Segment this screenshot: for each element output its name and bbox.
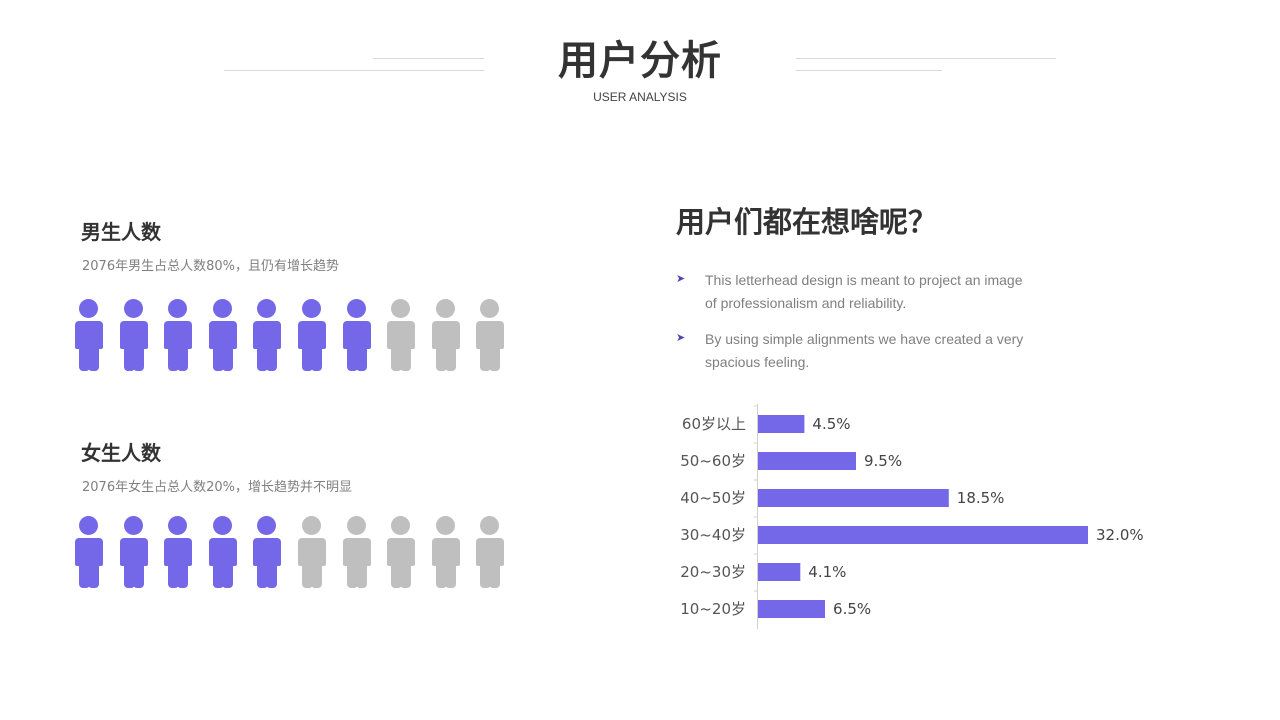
right-heading: 用户们都在想啥呢？ — [676, 205, 938, 239]
person-icon — [297, 516, 327, 590]
header-line-right-long — [796, 58, 1056, 59]
category-label: 10~20岁 — [680, 600, 746, 618]
female-people-icons — [74, 516, 514, 590]
person-icon — [119, 516, 149, 590]
bullet-line: spacious feeling. — [705, 354, 810, 370]
male-people-icons — [74, 299, 514, 373]
value-label: 6.5% — [833, 600, 871, 618]
person-icon — [252, 516, 282, 590]
value-label: 9.5% — [864, 452, 902, 470]
value-label: 18.5% — [957, 489, 1005, 507]
person-icon — [475, 299, 505, 373]
person-icon — [252, 299, 282, 373]
bar — [758, 600, 825, 618]
value-label: 4.5% — [812, 415, 850, 433]
bar — [758, 489, 949, 507]
person-icon — [342, 299, 372, 373]
arrowhead-icon: ➤ — [676, 272, 686, 285]
person-icon — [386, 516, 416, 590]
person-icon — [386, 299, 416, 373]
page-title: 用户分析 — [558, 38, 722, 84]
value-label: 4.1% — [808, 563, 846, 581]
bar — [758, 563, 801, 581]
person-icon — [74, 516, 104, 590]
header-line-right-short — [796, 70, 942, 71]
person-icon — [475, 516, 505, 590]
bullet-line: of professionalism and reliability. — [705, 295, 907, 311]
category-label: 50~60岁 — [680, 452, 746, 470]
bar — [758, 526, 1088, 544]
person-icon — [208, 516, 238, 590]
bar — [758, 415, 805, 433]
male-heading: 男生人数 — [81, 220, 161, 244]
person-icon — [208, 299, 238, 373]
female-heading: 女生人数 — [81, 441, 161, 465]
person-icon — [431, 516, 461, 590]
bar — [758, 452, 856, 470]
person-icon — [431, 299, 461, 373]
bullet-text: By using simple alignments we have creat… — [705, 328, 1065, 374]
person-icon — [119, 299, 149, 373]
age-bar-chart: 60岁以上 4.5% 50~60岁 9.5% 40~50岁 18.5% 30~40岁 32.0… — [680, 404, 1144, 629]
header-line-left-short — [373, 58, 484, 59]
person-icon — [297, 299, 327, 373]
person-icon — [74, 299, 104, 373]
bullet-line: This letterhead design is meant to proje… — [705, 272, 1023, 288]
bullet-line: By using simple alignments we have creat… — [705, 331, 1024, 347]
category-label: 30~40岁 — [680, 526, 746, 544]
arrowhead-icon: ➤ — [676, 331, 686, 344]
person-icon — [163, 516, 193, 590]
category-label: 60岁以上 — [682, 415, 746, 433]
page-subtitle: USER ANALYSIS — [593, 90, 687, 104]
category-label: 20~30岁 — [680, 563, 746, 581]
person-icon — [342, 516, 372, 590]
person-icon — [163, 299, 193, 373]
female-description: 2076年女生占总人数20%，增长趋势并不明显 — [82, 480, 352, 495]
value-label: 32.0% — [1096, 526, 1144, 544]
category-label: 40~50岁 — [680, 489, 746, 507]
header-line-left-long — [224, 70, 484, 71]
bullet-text: This letterhead design is meant to proje… — [705, 269, 1065, 315]
male-description: 2076年男生占总人数80%，且仍有增长趋势 — [82, 259, 339, 274]
